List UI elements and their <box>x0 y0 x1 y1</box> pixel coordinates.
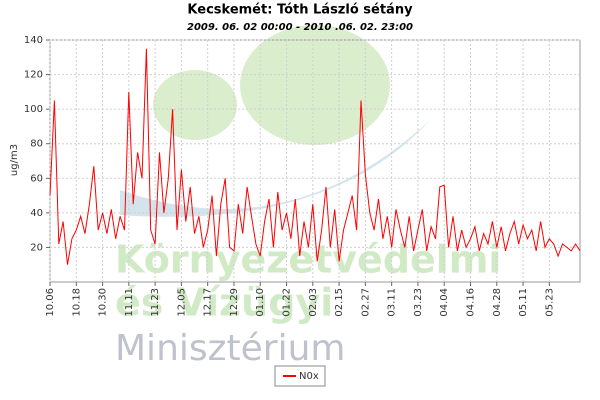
x-tick-label: 02.03 <box>308 288 319 317</box>
x-tick-label: 04.16 <box>465 288 476 317</box>
chart-subtitle: 2009. 06. 02 00:00 - 2010 .06. 02. 23:00 <box>187 22 413 33</box>
y-tick-label: 100 <box>24 104 43 115</box>
x-tick-label: 04.04 <box>439 288 450 317</box>
y-tick-label: 60 <box>30 173 43 184</box>
swoosh <box>120 120 430 217</box>
x-tick-label: 11.23 <box>150 288 161 317</box>
bubble <box>240 25 390 145</box>
x-tick-label: 12.05 <box>176 288 187 317</box>
x-tick-label: 01.10 <box>255 288 266 317</box>
data-line <box>49 48 581 265</box>
chart-title: Kecskemét: Tóth László sétány <box>187 3 413 18</box>
legend-label: N0x <box>299 371 319 382</box>
watermark-text: Minisztérium <box>115 328 345 369</box>
y-tick-label: 140 <box>24 35 43 46</box>
bubble <box>153 70 237 140</box>
x-tick-label: 11.11 <box>124 288 135 317</box>
x-tick-label: 03.11 <box>387 288 398 317</box>
x-tick-label: 05.23 <box>544 288 555 317</box>
y-tick-label: 120 <box>24 70 43 81</box>
legend <box>274 365 326 387</box>
x-tick-label: 10.30 <box>98 288 109 317</box>
x-tick-label: 10.06 <box>45 288 56 317</box>
y-tick-label: 20 <box>30 242 43 253</box>
y-tick-label: 40 <box>30 208 43 219</box>
y-axis-label: ug/m3 <box>9 144 20 176</box>
x-tick-label: 01.22 <box>282 288 293 317</box>
x-tick-label: 12.17 <box>203 288 214 317</box>
watermark-text: és Vízügyi <box>115 281 333 325</box>
x-tick-label: 02.27 <box>360 288 371 317</box>
y-tick-label: 80 <box>30 139 43 150</box>
x-tick-label: 10.18 <box>71 288 82 317</box>
x-tick-label: 04.28 <box>492 288 503 317</box>
x-tick-label: 02.15 <box>334 288 345 317</box>
x-tick-label: 03.23 <box>413 288 424 317</box>
x-tick-label: 05.11 <box>518 288 529 317</box>
watermark: Környezetvédelmi és Vízügyi Minisztérium <box>115 25 501 369</box>
x-tick-label: 12.29 <box>229 288 240 317</box>
